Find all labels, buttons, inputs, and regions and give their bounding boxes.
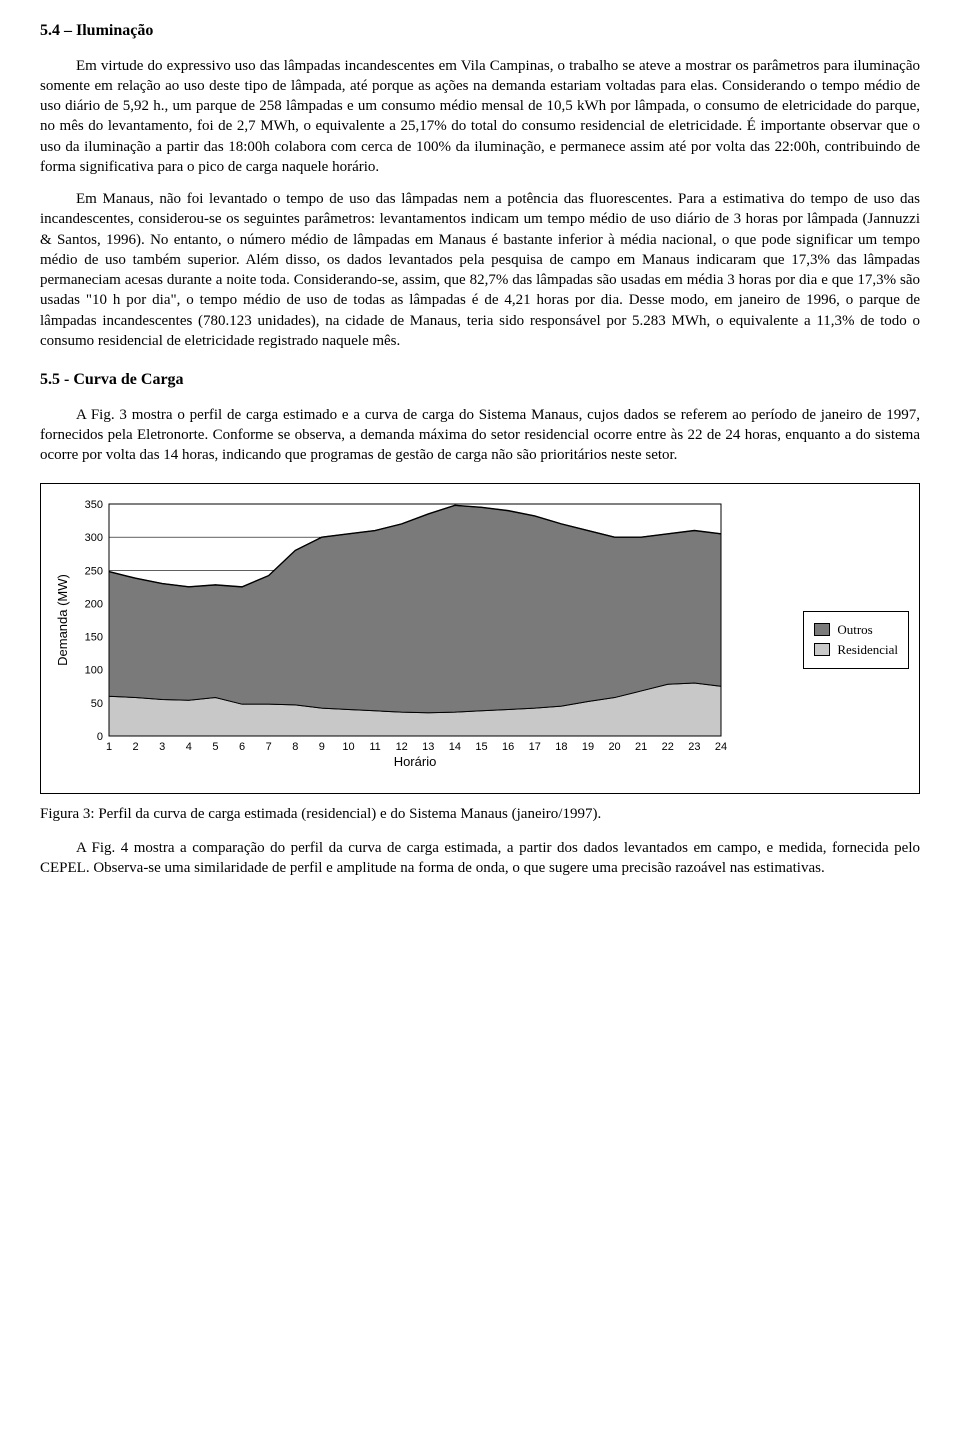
- load-curve-chart: 0501001502002503003501234567891011121314…: [51, 496, 731, 776]
- svg-text:8: 8: [292, 741, 298, 753]
- legend-residencial: Residencial: [814, 641, 898, 659]
- svg-text:23: 23: [688, 741, 700, 753]
- svg-text:2: 2: [133, 741, 139, 753]
- svg-text:18: 18: [555, 741, 567, 753]
- section-5-5-title: 5.5 - Curva de Carga: [40, 369, 920, 391]
- svg-text:300: 300: [85, 533, 103, 545]
- para-after-fig3: A Fig. 4 mostra a comparação do perfil d…: [40, 838, 920, 879]
- legend-outros: Outros: [814, 621, 898, 639]
- svg-text:13: 13: [422, 741, 434, 753]
- svg-text:14: 14: [449, 741, 461, 753]
- svg-text:12: 12: [396, 741, 408, 753]
- svg-text:7: 7: [266, 741, 272, 753]
- svg-text:150: 150: [85, 632, 103, 644]
- svg-text:4: 4: [186, 741, 192, 753]
- svg-text:1: 1: [106, 741, 112, 753]
- svg-text:24: 24: [715, 741, 727, 753]
- svg-text:20: 20: [608, 741, 620, 753]
- svg-text:22: 22: [662, 741, 674, 753]
- svg-text:17: 17: [529, 741, 541, 753]
- svg-text:200: 200: [85, 599, 103, 611]
- legend-label-outros: Outros: [837, 621, 872, 639]
- svg-text:Demanda (MW): Demanda (MW): [55, 575, 70, 667]
- chart-legend: Outros Residencial: [803, 611, 909, 669]
- svg-text:3: 3: [159, 741, 165, 753]
- svg-text:9: 9: [319, 741, 325, 753]
- legend-swatch-residencial: [814, 643, 830, 656]
- svg-text:11: 11: [369, 741, 380, 753]
- section-5-4-title: 5.4 – Iluminação: [40, 20, 920, 42]
- svg-text:5: 5: [212, 741, 218, 753]
- sec54-para-1: Em virtude do expressivo uso das lâmpada…: [40, 56, 920, 178]
- figure-3-chart: 0501001502002503003501234567891011121314…: [40, 483, 920, 793]
- svg-text:50: 50: [91, 698, 103, 710]
- svg-text:21: 21: [635, 741, 647, 753]
- svg-text:6: 6: [239, 741, 245, 753]
- sec54-para-2: Em Manaus, não foi levantado o tempo de …: [40, 189, 920, 351]
- svg-text:16: 16: [502, 741, 514, 753]
- figure-3-caption: Figura 3: Perfil da curva de carga estim…: [40, 804, 920, 824]
- svg-text:Horário: Horário: [394, 754, 437, 769]
- svg-text:350: 350: [85, 499, 103, 511]
- svg-text:10: 10: [342, 741, 354, 753]
- svg-text:19: 19: [582, 741, 594, 753]
- svg-text:0: 0: [97, 731, 103, 743]
- legend-swatch-outros: [814, 623, 830, 636]
- svg-text:100: 100: [85, 665, 103, 677]
- sec55-para-1: A Fig. 3 mostra o perfil de carga estima…: [40, 405, 920, 466]
- svg-text:15: 15: [475, 741, 487, 753]
- svg-text:250: 250: [85, 566, 103, 578]
- legend-label-residencial: Residencial: [837, 641, 898, 659]
